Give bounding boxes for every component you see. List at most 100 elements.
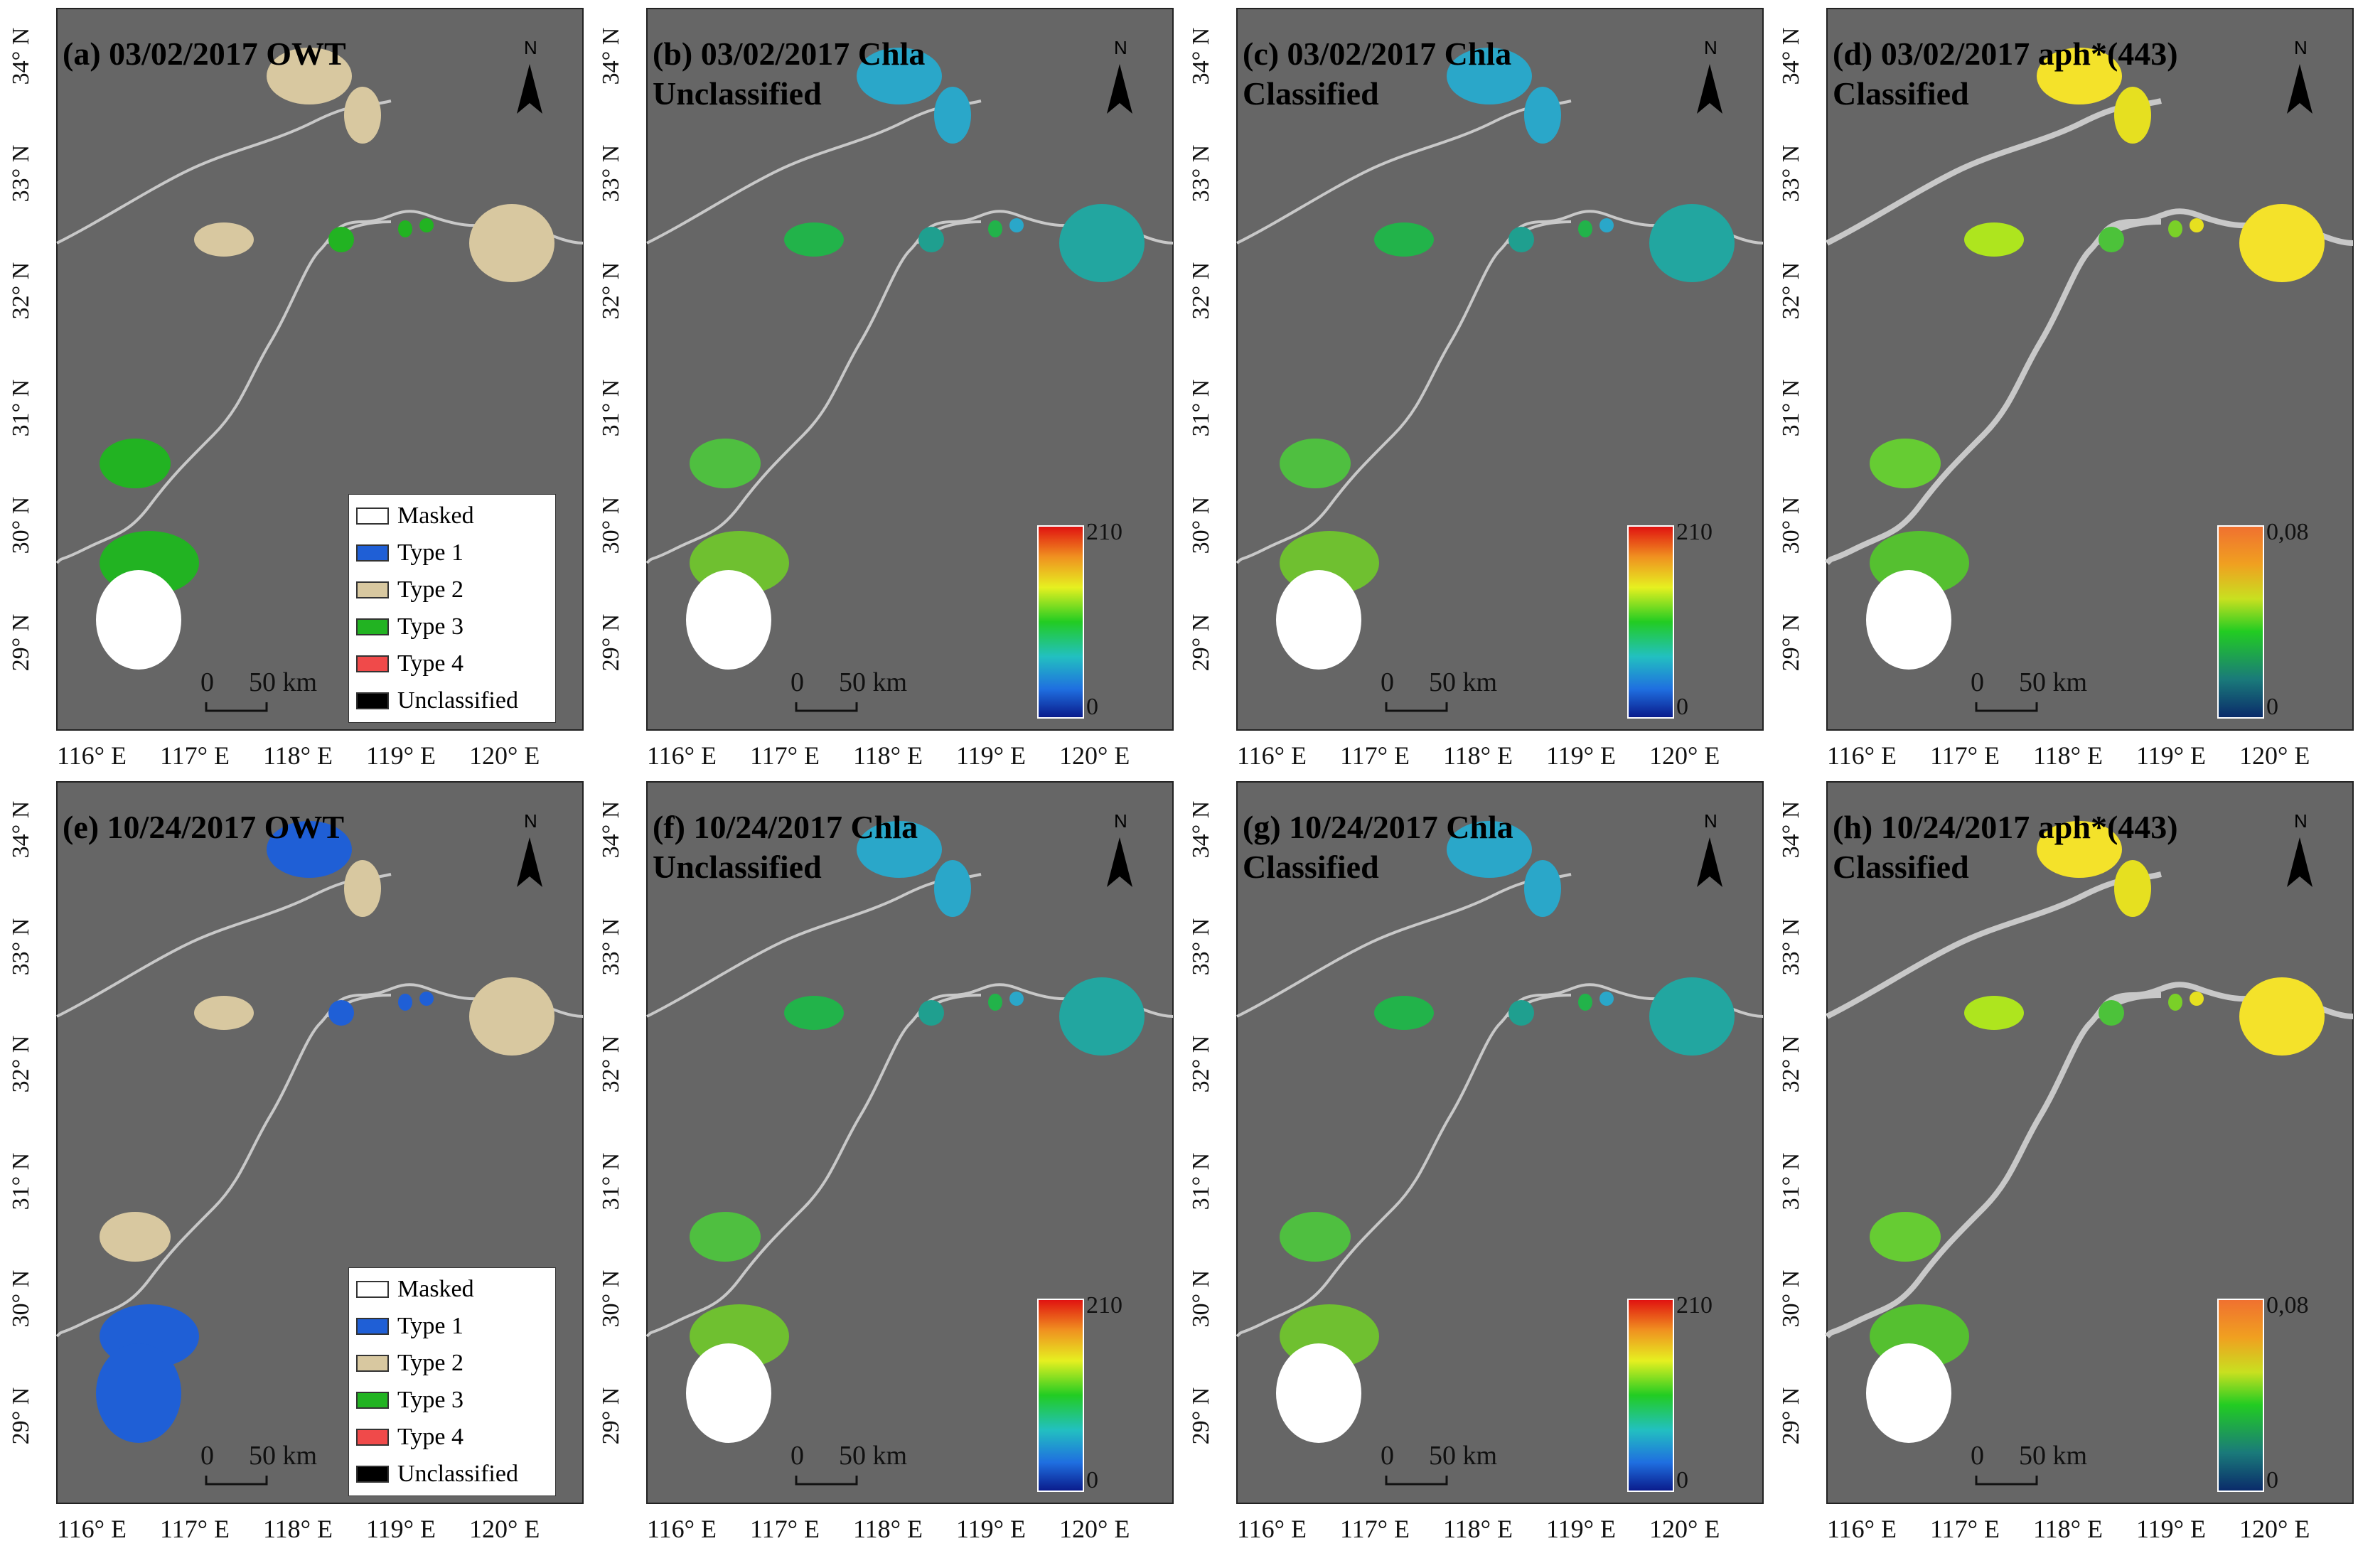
panel-title-line1: (g) 10/24/2017 Chla [1243,809,1513,845]
legend-item: Masked [356,500,474,532]
longitude-label: 116° E [647,741,717,770]
river-line [1825,208,2354,565]
legend-item: Type 2 [356,1348,463,1379]
longitude-label: 118° E [1443,741,1513,770]
legend-label: Type 4 [397,1424,463,1450]
panel-title-line2: Classified [1243,75,1379,112]
lake-chaohu-area [1870,439,1941,488]
north-arrow-icon [1697,64,1722,114]
legend-item: Unclassified [356,1459,518,1490]
latitude-label: 34° N [598,800,624,859]
north-arrow-icon [1697,837,1722,887]
latitude-label: 31° N [1188,379,1214,437]
lake-small-1 [918,227,944,252]
river-line [1236,210,1764,564]
latitude-label: 32° N [1778,1035,1804,1093]
legend-item: Type 2 [356,574,463,606]
colorbar [1037,525,1084,719]
longitude-label: 116° E [57,1515,127,1543]
lake-north-2 [1524,87,1561,144]
longitude-label: 119° E [1546,1515,1617,1543]
panel-title: (e) 10/24/2017 OWT [63,807,344,847]
panel-title-line1: (f) 10/24/2017 Chla [653,809,918,845]
latitude-label: 30° N [8,496,34,554]
lake-mid-west [194,996,254,1030]
latitude-label: 33° N [598,918,624,976]
lake-small-1 [1508,227,1534,252]
lake-small-2 [988,220,1002,237]
lake-mid-west [1374,222,1434,257]
latitude-label: 29° N [1188,1387,1214,1445]
legend-swatch [356,1318,389,1335]
north-label: N [1704,37,1717,58]
latitude-label: 32° N [1778,262,1804,320]
longitude-label: 118° E [263,1515,333,1543]
longitude-label: 120° E [1649,1515,1720,1543]
lake-mid-west [1964,222,2024,257]
colorbar-max-label: 210 [1676,1292,1713,1319]
scale-bar-zero: 0 [200,667,214,697]
lake-small-3 [2190,218,2204,232]
longitude-label: 119° E [1546,741,1617,770]
legend-label: Type 1 [397,539,463,566]
map-canvas [1236,8,1764,731]
scale-bar-line [1975,702,2038,712]
colorbar [1037,1299,1084,1492]
latitude-label: 30° N [598,1269,624,1328]
latitude-label: 34° N [1778,27,1804,85]
longitude-label: 117° E [750,741,820,770]
map-canvas [55,8,584,731]
longitude-label: 117° E [1930,741,2000,770]
lake-small-2 [398,220,412,237]
lake-mid-west [784,996,844,1030]
longitude-label: 118° E [2033,741,2104,770]
panel-title: (g) 10/24/2017 Chla Classified [1243,807,1513,887]
longitude-label: 119° E [956,741,1027,770]
lake-mid-west [784,222,844,257]
legend-item: Type 1 [356,537,463,569]
lake-chaohu-area [100,1212,171,1262]
lake-taihu [469,977,554,1056]
north-label: N [2294,37,2308,58]
latitude-label: 31° N [598,1152,624,1210]
latitude-label: 34° N [598,27,624,85]
longitude-label: 118° E [853,1515,923,1543]
latitude-label: 34° N [8,27,34,85]
scale-bar-zero: 0 [1971,667,1984,697]
legend-item: Type 4 [356,648,463,680]
longitude-label: 116° E [1827,1515,1897,1543]
scale-bar-zero: 0 [1381,1441,1394,1471]
lake-chaohu-area [1870,1212,1941,1262]
lake-small-1 [328,227,354,252]
lake-north-2 [344,87,381,144]
legend-label: Type 3 [397,613,463,640]
latitude-label: 30° N [1188,496,1214,554]
map-canvas [1825,781,2354,1504]
longitude-label: 119° E [2136,741,2207,770]
map-panel: 34° N 33° N 32° N 31° N 30° N 29° N 116° E 117°… [0,773,591,1548]
lake-small-2 [398,994,412,1011]
lake-taihu [2239,204,2325,282]
north-label: N [1114,810,1127,832]
legend-swatch [356,1392,389,1409]
scale-bar-zero: 0 [791,667,804,697]
panel-title: (b) 03/02/2017 Chla Unclassified [653,34,925,114]
map-panel: 34° N 33° N 32° N 31° N 30° N 29° N 116° E 117°… [1180,773,1772,1548]
lake-small-3 [1599,992,1614,1006]
lake-small-1 [2099,227,2124,252]
lake-small-1 [2099,1000,2124,1026]
scale-bar-distance: 50 km [249,667,318,697]
latitude-label: 29° N [1778,1387,1804,1445]
north-label: N [2294,810,2308,832]
panel-title: (h) 10/24/2017 aph*(443) Classified [1833,807,2178,887]
river-line [645,983,1174,1338]
latitude-label: 29° N [1778,613,1804,672]
lake-poyang [1866,570,1951,670]
map-panel: 34° N 33° N 32° N 31° N 30° N 29° N 116° E 117°… [0,0,591,775]
lake-poyang [1866,1343,1951,1443]
latitude-label: 34° N [1188,27,1214,85]
legend-swatch [356,655,389,672]
lake-poyang [1276,570,1361,670]
legend-swatch [356,1429,389,1446]
map-panel: 34° N 33° N 32° N 31° N 30° N 29° N 116° E 117°… [1180,0,1772,775]
